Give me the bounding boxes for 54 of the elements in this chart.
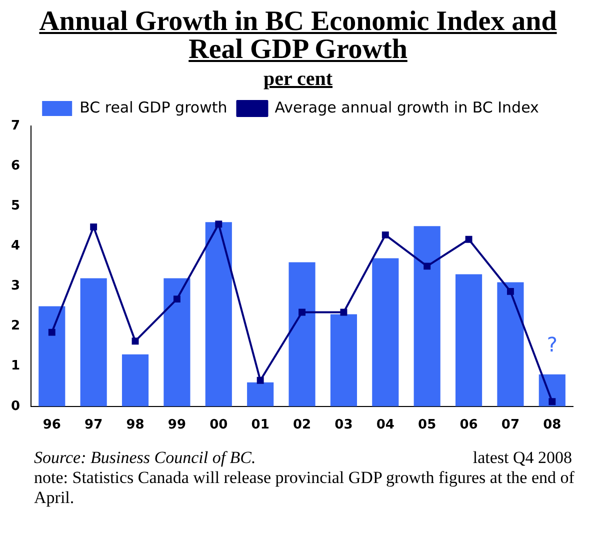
y-tick-label: 2 [11, 318, 20, 334]
bar [330, 314, 357, 406]
point [506, 288, 514, 295]
y-tick-label: 3 [11, 278, 20, 294]
point [173, 296, 180, 303]
y-tick-label: 7 [11, 118, 20, 134]
bar [414, 226, 440, 406]
chart-subtitle: per cent [262, 68, 334, 91]
point [424, 262, 431, 270]
bar [164, 278, 190, 406]
point [132, 338, 139, 345]
text: note: Statistics Canada will release provincial GDP growth figures at the end of April. [34, 468, 576, 508]
bar [455, 274, 482, 406]
legend-label: BC real GDP growth [80, 98, 228, 116]
point [256, 376, 264, 384]
point [298, 308, 306, 316]
x-tick-label: 05 [418, 418, 436, 433]
x-tick-label: 99 [168, 418, 186, 433]
bar [80, 278, 107, 406]
bar [288, 262, 316, 406]
point [465, 236, 472, 243]
x-tick-label: 97 [84, 418, 103, 433]
x-tick-label: 00 [210, 418, 228, 433]
y-tick-label: 5 [11, 198, 20, 214]
point [215, 220, 222, 228]
x-tick-label: 03 [334, 418, 353, 433]
x-tick-label: 04 [376, 418, 394, 433]
point [48, 328, 56, 336]
legend-label: Average annual growth in BC Index [274, 98, 540, 116]
bar [247, 382, 274, 406]
bar [122, 354, 149, 406]
annotation: ? [546, 332, 558, 357]
bar [497, 282, 524, 406]
point [90, 223, 98, 230]
text: latest Q4 2008 [472, 448, 572, 468]
y-tick-label: 4 [11, 238, 20, 254]
y-tick-label: 0 [11, 398, 20, 414]
x-tick-label: 98 [126, 418, 144, 433]
chart-title: Annual Growth in BC Economic Index and Real GDP Growth [38, 6, 558, 65]
x-tick-label: 08 [543, 418, 562, 433]
point [548, 398, 556, 406]
x-tick-label: 06 [460, 418, 478, 433]
bar [372, 258, 399, 406]
y-tick-label: 1 [11, 358, 20, 374]
x-tick-label: 07 [501, 418, 520, 433]
x-tick-label: 02 [292, 418, 312, 433]
point [382, 231, 389, 238]
x-tick-label: 01 [251, 418, 270, 433]
x-tick-label: 96 [42, 418, 61, 433]
point [340, 308, 348, 316]
source-note: Source: Business Council of BC. [34, 448, 256, 468]
y-tick-label: 6 [11, 158, 20, 174]
bar [38, 306, 66, 406]
bar [205, 222, 232, 406]
